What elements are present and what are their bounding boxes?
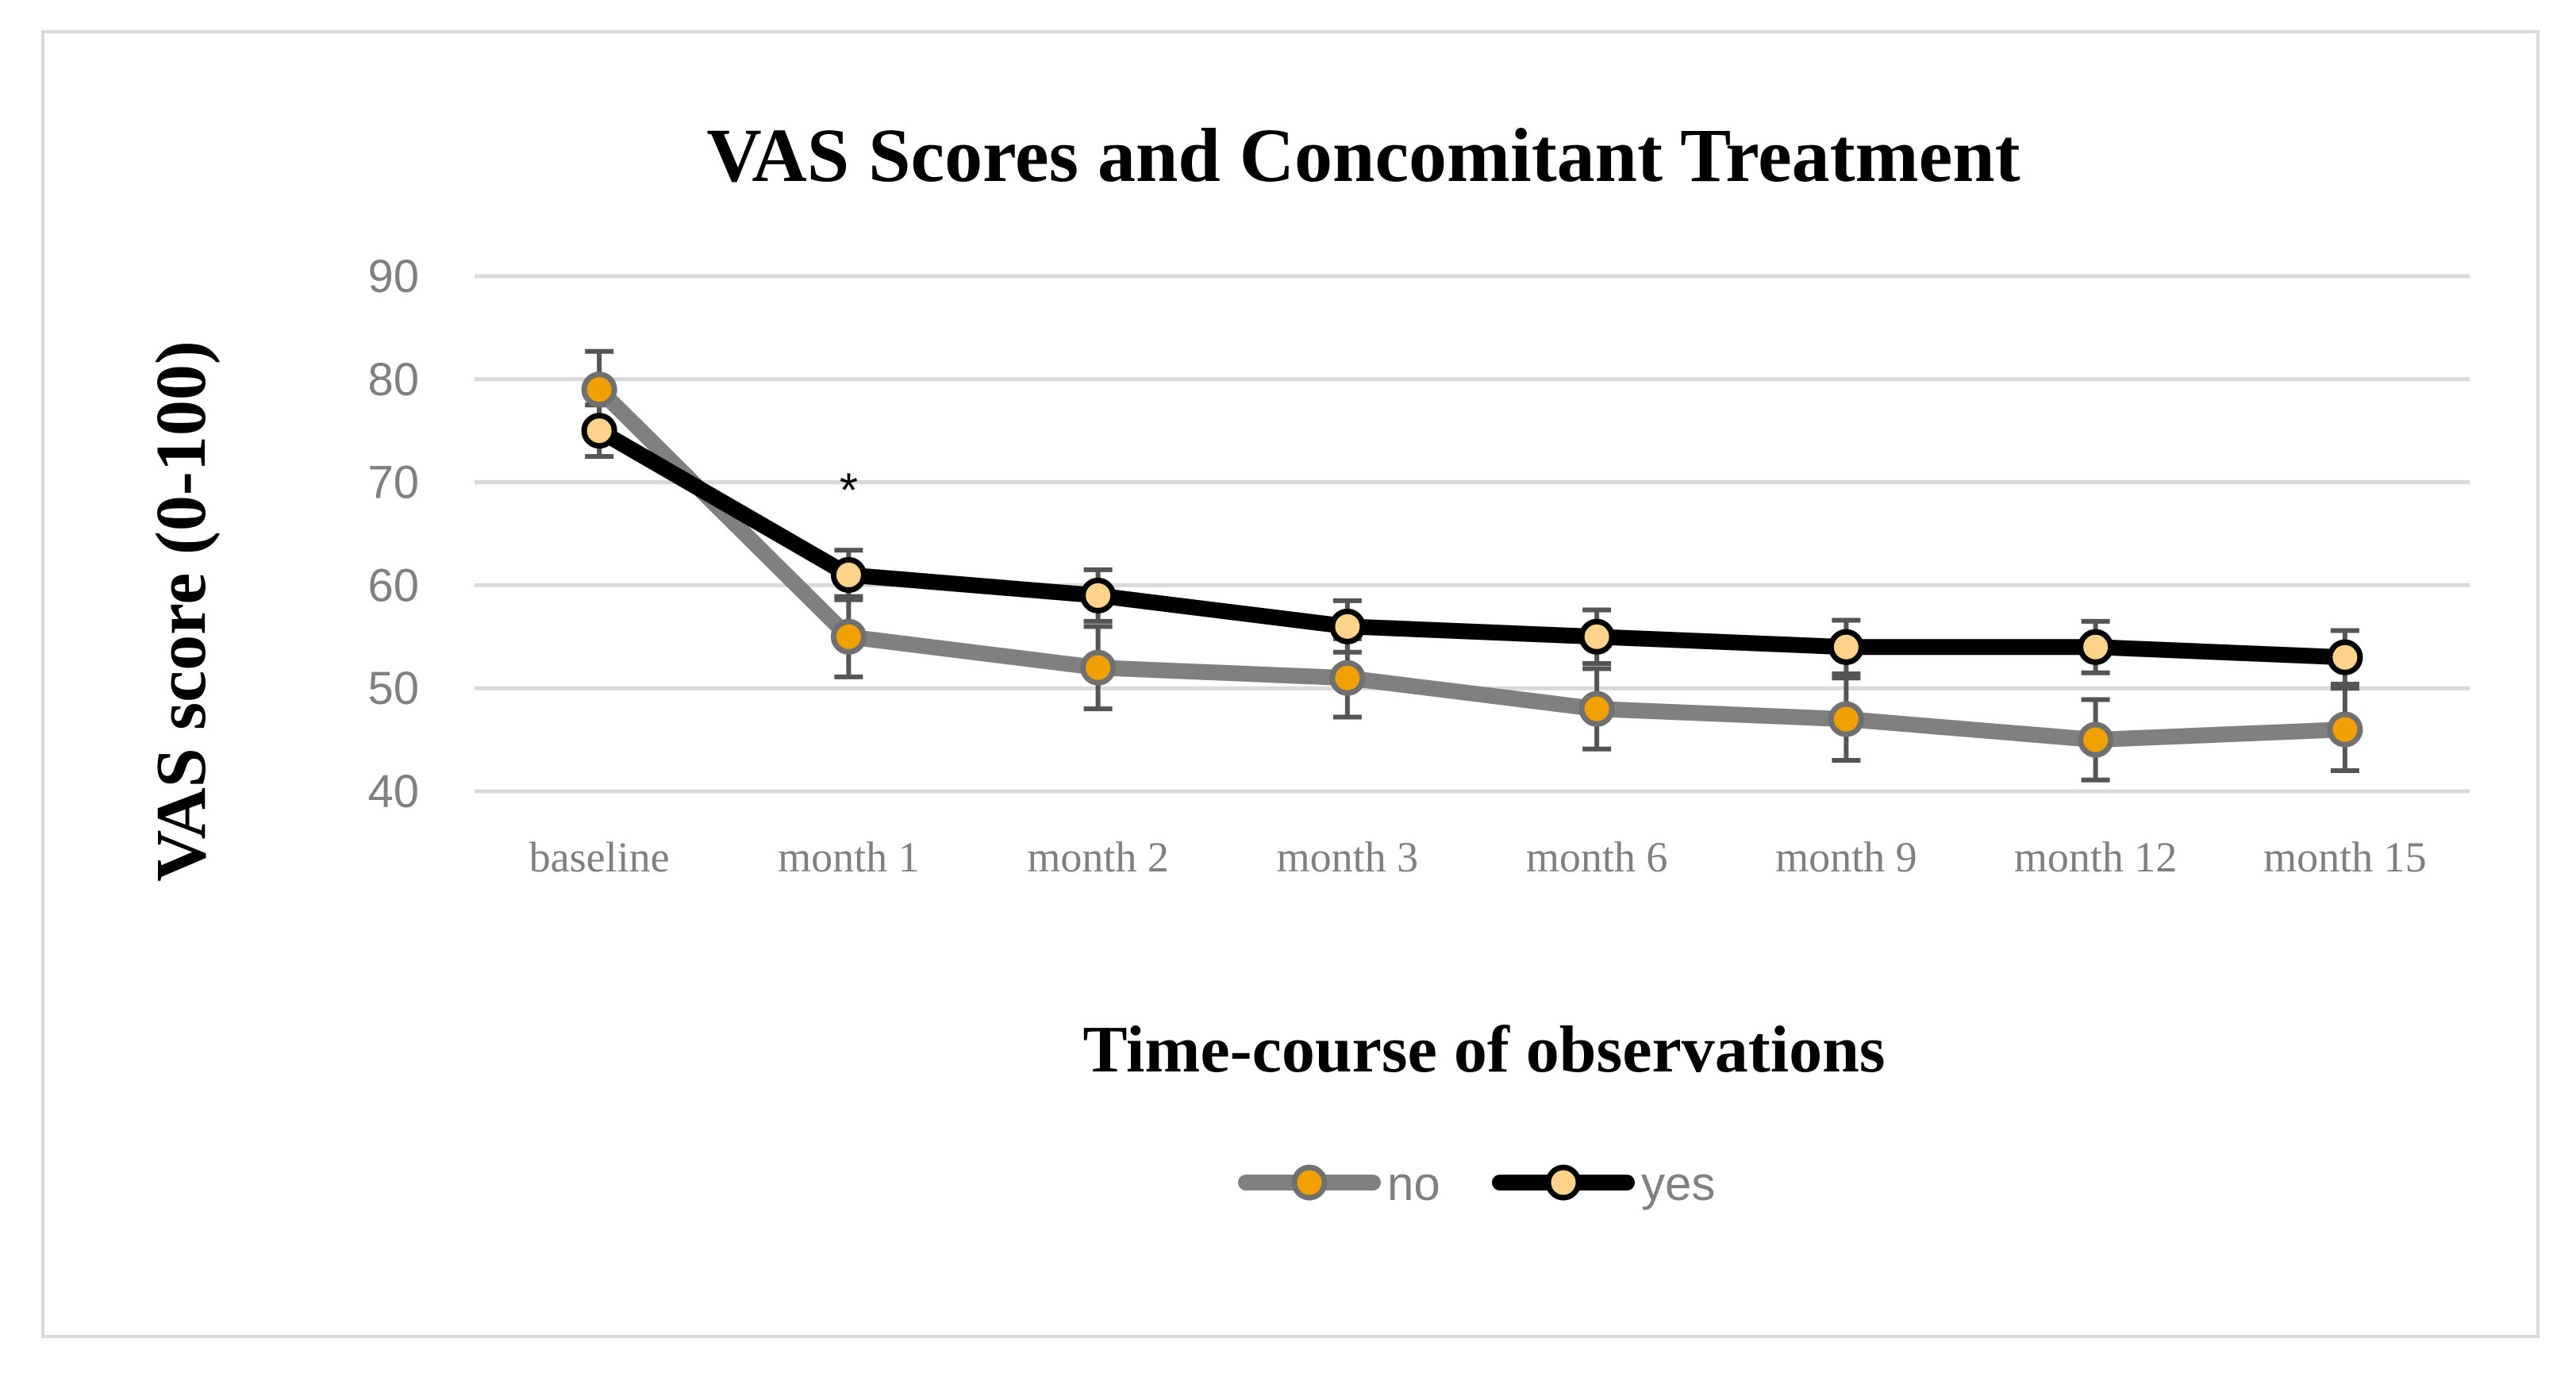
legend-item-no: no (1238, 1157, 1440, 1210)
y-tick-label: 50 (367, 663, 419, 714)
x-tick-label: baseline (529, 833, 670, 881)
y-tick-label: 60 (367, 560, 419, 611)
legend-item-yes: yes (1492, 1157, 1715, 1210)
data-point-no (1329, 660, 1366, 696)
annotations: * (840, 463, 858, 517)
chart-border (41, 30, 2539, 1338)
series-line-no (591, 381, 2353, 748)
x-tick-label: month 9 (1775, 833, 1917, 881)
x-tick-label: month 3 (1277, 833, 1419, 881)
y-tick-label: 80 (367, 354, 419, 406)
significance-marker: * (840, 463, 858, 517)
legend-label: no (1387, 1157, 1440, 1210)
data-point-yes (1080, 577, 1117, 613)
chart-title: VAS Scores and Concomitant Treatment (706, 113, 2020, 198)
data-point-no (2327, 711, 2363, 748)
y-axis-ticks: 40 50 60 70 80 90 (367, 251, 419, 817)
data-point-yes (1578, 618, 1615, 655)
data-point-no (1080, 649, 1117, 686)
data-point-no (1828, 701, 1864, 737)
data-point-no (830, 618, 867, 655)
x-tick-label: month 1 (778, 833, 920, 881)
data-point-yes (1828, 629, 1864, 665)
series-lines (591, 381, 2353, 748)
data-point-no (2078, 721, 2114, 758)
legend-marker-swatch (1545, 1164, 1582, 1201)
x-axis-label: Time-course of observations (1083, 1013, 1886, 1087)
legend: no yes (1238, 1157, 1715, 1210)
x-tick-label: month 12 (2014, 833, 2178, 881)
data-point-no (581, 371, 617, 408)
x-tick-label: month 15 (2263, 833, 2427, 881)
data-point-yes (1329, 608, 1366, 644)
data-point-yes (830, 556, 867, 593)
data-point-yes (2327, 639, 2363, 675)
y-tick-label: 40 (367, 766, 419, 817)
x-tick-label: month 2 (1027, 833, 1169, 881)
series-markers (581, 371, 2363, 758)
x-tick-label: month 6 (1526, 833, 1668, 881)
y-tick-label: 70 (367, 457, 419, 509)
data-point-no (1578, 690, 1615, 727)
legend-label: yes (1641, 1157, 1715, 1210)
y-axis-label: VAS score (0-100) (142, 340, 221, 882)
y-tick-label: 90 (367, 251, 419, 302)
x-axis-ticks: baseline month 1 month 2 month 3 month 6 mont… (529, 833, 2427, 881)
data-point-yes (581, 413, 617, 449)
data-point-yes (2078, 629, 2114, 665)
legend-marker-swatch (1291, 1164, 1328, 1201)
series-line-yes (591, 422, 2353, 666)
